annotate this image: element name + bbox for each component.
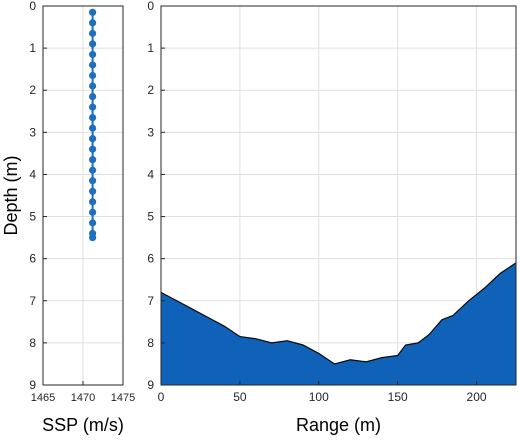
range-ytick-label-5: 5 — [147, 210, 154, 224]
ssp-x-axis-label: SSP (m/s) — [42, 415, 124, 435]
range-ytick-label-2: 2 — [147, 83, 154, 97]
range-xtick-label-4: 200 — [467, 390, 487, 404]
ssp-xtick-label-0: 1465 — [31, 392, 55, 404]
range-ytick-label-7: 7 — [147, 294, 154, 308]
seabed-line — [160, 262, 517, 365]
range-ytick-label-3: 3 — [147, 125, 154, 139]
ssp-point-2 — [89, 29, 97, 37]
ssp-point-12 — [89, 135, 97, 143]
ssp-ytick-label-9: 9 — [29, 378, 36, 392]
ssp-ytick-label-1: 1 — [29, 41, 36, 55]
ssp-ytick-label-8: 8 — [29, 336, 36, 350]
ssp-point-11 — [89, 124, 97, 132]
range-x-axis-label: Range (m) — [296, 415, 381, 435]
ssp-point-19 — [89, 208, 97, 216]
ssp-ytick-label-7: 7 — [29, 294, 36, 308]
ssp-point-6 — [89, 71, 97, 80]
ssp-point-7 — [89, 82, 97, 90]
range-ytick-label-6: 6 — [147, 252, 154, 266]
ssp-ytick-label-6: 6 — [29, 252, 36, 266]
range-panel: 0 50 100 150 200 0 1 2 3 4 5 6 7 8 9 Range (m) — [147, 0, 517, 435]
ssp-point-16 — [89, 177, 97, 185]
ssp-ytick-label-3: 3 — [29, 125, 36, 139]
ssp-point-3 — [89, 40, 97, 48]
range-ytick-label-9: 9 — [147, 378, 154, 392]
ssp-point-10 — [89, 113, 97, 122]
ssp-ytick-label-5: 5 — [29, 210, 36, 224]
ssp-panel: 1465 1470 1475 0 1 2 3 4 5 6 7 8 9 SSP (m/s) Depth (m) — [1, 0, 135, 435]
seabed-area — [161, 262, 516, 385]
range-ytick-label-8: 8 — [147, 336, 154, 350]
range-xtick-label-0: 0 — [158, 390, 165, 404]
ssp-point-0 — [89, 8, 97, 16]
ssp-point-5 — [89, 61, 97, 69]
range-ytick-label-1: 1 — [147, 41, 154, 55]
range-ytick-label-0: 0 — [147, 0, 154, 13]
range-ytick-label-4: 4 — [147, 167, 154, 181]
range-xtick-label-2: 100 — [309, 390, 329, 404]
ssp-point-18 — [89, 198, 97, 206]
ssp-point-14 — [89, 156, 97, 164]
ssp-ytick-label-0: 0 — [29, 0, 36, 13]
range-xtick-label-1: 50 — [233, 390, 247, 404]
ssp-xtick-label-2: 1475 — [111, 392, 135, 404]
ssp-point-4 — [89, 50, 97, 59]
ssp-xtick-label-1: 1470 — [71, 392, 95, 404]
ssp-point-9 — [89, 103, 97, 111]
ssp-point-22 — [89, 234, 97, 242]
ssp-point-8 — [89, 92, 97, 101]
range-axes-frame — [160, 5, 517, 386]
ssp-point-17 — [89, 187, 97, 195]
ssp-ytick-label-4: 4 — [29, 167, 36, 181]
ssp-point-13 — [89, 145, 97, 153]
ssp-point-15 — [89, 166, 97, 174]
ssp-point-1 — [89, 19, 97, 27]
ssp-point-20 — [89, 219, 97, 227]
range-xtick-label-3: 150 — [388, 390, 408, 404]
ssp-y-axis-label: Depth (m) — [1, 155, 21, 235]
ssp-ytick-label-2: 2 — [29, 83, 36, 97]
